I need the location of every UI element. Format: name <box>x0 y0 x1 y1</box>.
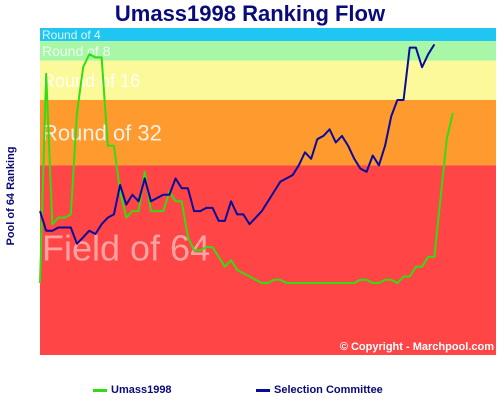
band-label: Round of 16 <box>42 71 140 91</box>
series-line-umass1998 <box>39 53 454 285</box>
legend-item-selection-committee: Selection Committee <box>256 384 383 396</box>
chart-title: Umass1998 Ranking Flow <box>114 1 386 26</box>
legend: Umass1998 Selection Committee <box>0 384 500 398</box>
legend-item-umass1998: Umass1998 <box>93 384 172 396</box>
band-round-of-16 <box>40 60 496 100</box>
legend-swatch <box>93 388 107 392</box>
band-label: Field of 64 <box>42 227 210 268</box>
legend-label: Umass1998 <box>111 384 172 396</box>
legend-swatch <box>256 388 270 392</box>
copyright-note: © Copyright - Marchpool.com <box>340 341 494 353</box>
band-label: Round of 8 <box>42 43 111 59</box>
band-label: Round of 32 <box>42 121 162 146</box>
legend-label: Selection Committee <box>274 384 383 396</box>
band-round-of-8 <box>40 41 496 61</box>
band-label: Round of 4 <box>42 28 101 42</box>
series-line-selection-committee <box>39 43 436 245</box>
band-round-of-4 <box>40 28 496 42</box>
band-field-of-64 <box>40 165 496 355</box>
